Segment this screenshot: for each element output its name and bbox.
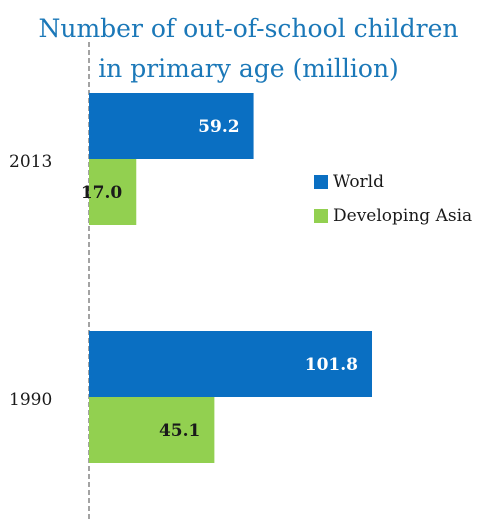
bar-world-1990 xyxy=(89,331,373,397)
legend-swatch-developing-asia xyxy=(314,209,328,223)
category-label-2013: 2013 xyxy=(9,152,52,172)
legend-item-developing-asia: Developing Asia xyxy=(314,206,472,226)
legend-swatch-world xyxy=(314,175,328,189)
category-label-1990: 1990 xyxy=(9,390,52,410)
legend-label-world: World xyxy=(333,172,384,192)
chart-title-line-1: Number of out-of-school children xyxy=(38,14,459,43)
chart-legend: World Developing Asia xyxy=(314,172,472,240)
data-label-developing-asia-2013: 17.0 xyxy=(81,183,123,203)
chart-title-line-2: in primary age (million) xyxy=(98,54,399,83)
bar-developing-asia-1990 xyxy=(89,397,215,463)
legend-label-developing-asia: Developing Asia xyxy=(333,206,473,226)
data-label-world-2013: 59.2 xyxy=(198,117,239,137)
bar-developing-asia-2013 xyxy=(89,159,137,225)
data-label-developing-asia-1990: 45.1 xyxy=(159,421,200,441)
bar-world-2013 xyxy=(89,93,254,159)
legend-item-world: World xyxy=(314,172,472,192)
data-label-world-1990: 101.8 xyxy=(305,355,358,375)
